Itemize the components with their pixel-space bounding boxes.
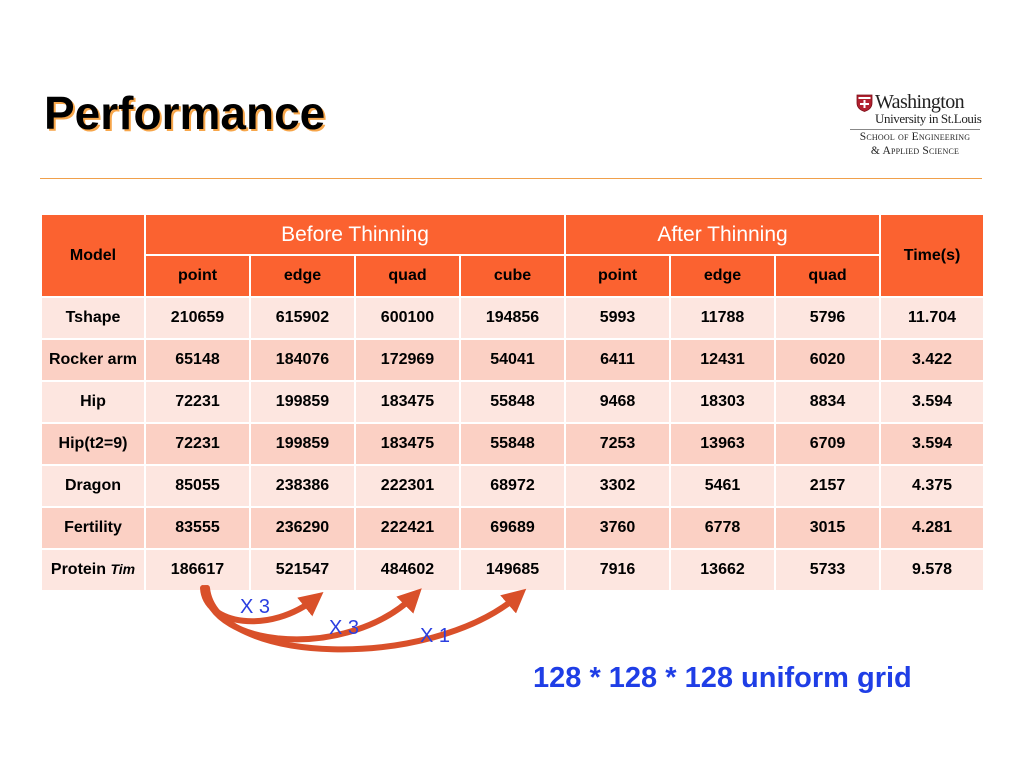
value-cell: 55848 [458,422,567,466]
value-cell: 3760 [564,506,672,550]
time-cell: 4.375 [879,464,986,508]
value-cell: 13963 [669,422,777,466]
header-before-quad: quad [354,254,461,298]
crest-icon [856,94,873,112]
model-cell: Rocker arm [40,338,146,382]
header-after-thinning: After Thinning [564,213,882,256]
model-cell: Protein Tim [40,548,146,592]
model-cell: Hip [40,380,146,424]
time-cell: 3.594 [879,422,986,466]
table-row: Fertility 83555 236290 222421 69689 3760… [40,506,986,550]
value-cell: 194856 [458,296,567,340]
grid-note: 128 * 128 * 128 uniform grid [533,662,912,694]
header-model: Model [40,213,146,298]
value-cell: 600100 [354,296,461,340]
value-cell: 183475 [354,422,461,466]
value-cell: 7916 [564,548,672,592]
table-row: Dragon 85055 238386 222301 68972 3302 54… [40,464,986,508]
model-cell: Hip(t2=9) [40,422,146,466]
value-cell: 65148 [144,338,251,382]
model-cell: Tshape [40,296,146,340]
header-after-point: point [564,254,672,298]
logo-school-line2: & Applied Science [870,145,960,157]
model-cell: Dragon [40,464,146,508]
value-cell: 210659 [144,296,251,340]
value-cell: 12431 [669,338,777,382]
value-cell: 2157 [774,464,882,508]
logo-divider [850,129,980,130]
value-cell: 183475 [354,380,461,424]
value-cell: 5461 [669,464,777,508]
header-after-edge: edge [669,254,777,298]
ratio-label-quad: X 3 [329,617,360,639]
value-cell: 521547 [249,548,356,592]
value-cell: 3302 [564,464,672,508]
ratio-label-edge: X 3 [240,596,271,618]
header-before-cube: cube [458,254,567,298]
time-cell: 4.281 [879,506,986,550]
value-cell: 18303 [669,380,777,424]
time-cell: 3.594 [879,380,986,424]
value-cell: 55848 [458,380,567,424]
model-cell: Fertility [40,506,146,550]
value-cell: 615902 [249,296,356,340]
model-suffix: Tim [110,561,136,577]
header-before-edge: edge [249,254,356,298]
value-cell: 199859 [249,422,356,466]
value-cell: 72231 [144,380,251,424]
table-row: Protein Tim 186617 521547 484602 149685 … [40,548,986,592]
value-cell: 85055 [144,464,251,508]
header-before-thinning: Before Thinning [143,213,567,256]
value-cell: 69689 [458,506,567,550]
value-cell: 11788 [669,296,777,340]
logo-name: Washington [875,91,965,113]
value-cell: 5733 [774,548,882,592]
performance-table: Model Before Thinning After Thinning Tim… [40,213,986,592]
logo-subname: University in St.Louis [875,111,982,126]
table-row: Rocker arm 65148 184076 172969 54041 641… [40,338,986,382]
title-divider [40,178,982,179]
value-cell: 149685 [458,548,567,592]
value-cell: 199859 [249,380,356,424]
header-time: Time(s) [879,213,986,298]
header-before-point: point [144,254,251,298]
value-cell: 484602 [354,548,461,592]
value-cell: 172969 [354,338,461,382]
value-cell: 6020 [774,338,882,382]
value-cell: 238386 [249,464,356,508]
value-cell: 13662 [669,548,777,592]
value-cell: 83555 [144,506,251,550]
header-after-quad: quad [774,254,882,298]
table-row: Tshape 210659 615902 600100 194856 5993 … [40,296,986,340]
value-cell: 6411 [564,338,672,382]
value-cell: 184076 [249,338,356,382]
value-cell: 8834 [774,380,882,424]
value-cell: 236290 [249,506,356,550]
time-cell: 9.578 [879,548,986,592]
value-cell: 186617 [144,548,251,592]
slide-title: Performance [44,87,326,139]
value-cell: 3015 [774,506,882,550]
logo-school: School of Engineering & Applied Science [850,130,980,158]
value-cell: 5993 [564,296,672,340]
value-cell: 222301 [354,464,461,508]
ratio-label-cube: X 1 [420,625,451,647]
value-cell: 222421 [354,506,461,550]
value-cell: 6709 [774,422,882,466]
logo-school-line1: School of Engineering [859,131,971,143]
value-cell: 68972 [458,464,567,508]
value-cell: 5796 [774,296,882,340]
university-logo: Washington University in St.Louis School… [850,91,985,163]
model-name: Protein [50,561,107,578]
table-row: Hip(t2=9) 72231 199859 183475 55848 7253… [40,422,986,466]
value-cell: 7253 [564,422,672,466]
arrow-to-quad [202,585,422,643]
table-row: Hip 72231 199859 183475 55848 9468 18303… [40,380,986,424]
time-cell: 3.422 [879,338,986,382]
value-cell: 72231 [144,422,251,466]
time-cell: 11.704 [879,296,986,340]
value-cell: 6778 [669,506,777,550]
value-cell: 9468 [564,380,672,424]
value-cell: 54041 [458,338,567,382]
